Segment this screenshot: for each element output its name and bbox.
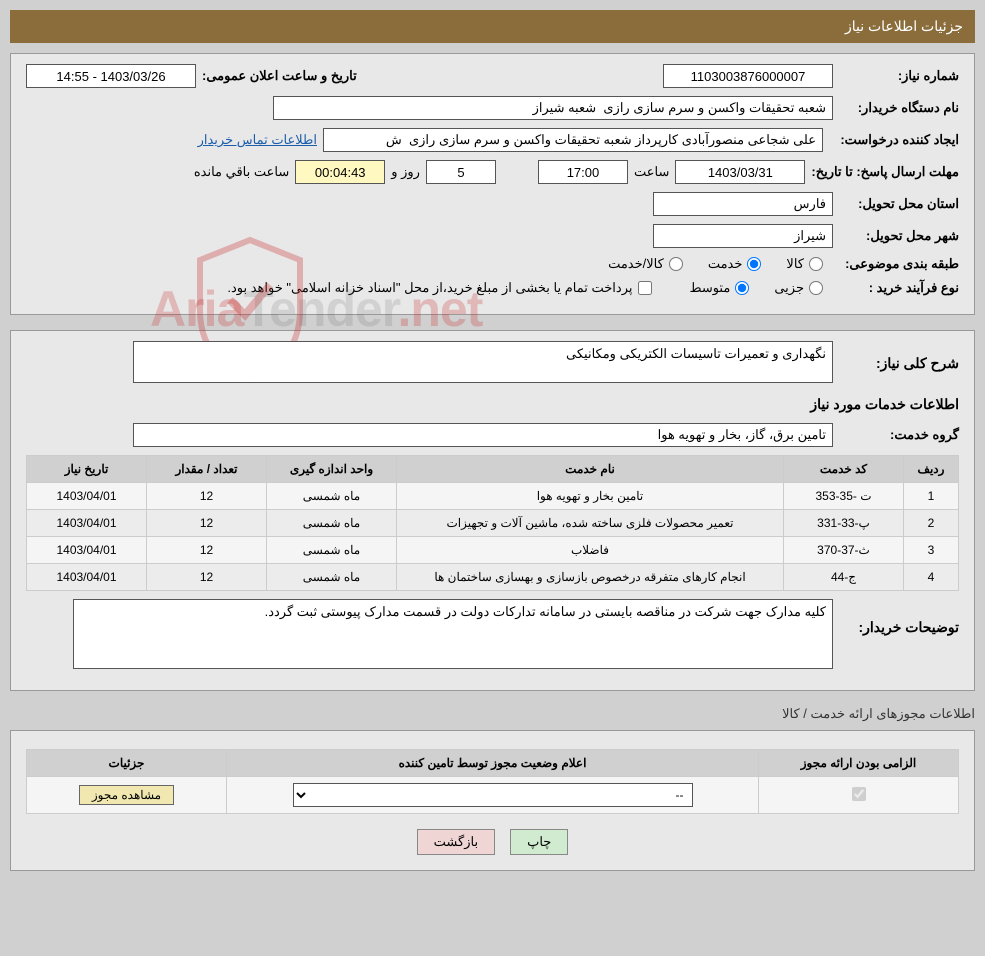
- table-row: 1ت -35-353تامین بخار و تهویه هواماه شمسی…: [27, 483, 959, 510]
- buyer-org-field: [273, 96, 833, 120]
- license-row: -- مشاهده مجوز: [27, 777, 959, 814]
- process-radio-group: جزیی متوسط: [689, 280, 823, 296]
- table-row: 2پ-33-331تعمیر محصولات فلزی ساخته شده، م…: [27, 510, 959, 537]
- process-minor-option[interactable]: جزیی: [774, 280, 823, 296]
- deadline-time-field: [538, 160, 628, 184]
- process-minor-radio[interactable]: [809, 281, 823, 295]
- hour-label: ساعت: [634, 164, 669, 180]
- services-panel: شرح کلی نیاز: نگهداری و تعمیرات تاسیسات …: [10, 330, 975, 691]
- deadline-date-field: [675, 160, 805, 184]
- lic-col-mandatory: الزامی بودن ارائه مجوز: [759, 750, 959, 777]
- hours-remaining-label: ساعت باقي مانده: [194, 164, 289, 180]
- col-qty: تعداد / مقدار: [147, 456, 267, 483]
- page-title: جزئیات اطلاعات نیاز: [845, 18, 963, 34]
- remaining-time-field: [295, 160, 385, 184]
- col-code: کد خدمت: [784, 456, 904, 483]
- service-group-field: [133, 423, 833, 447]
- need-number-field: [663, 64, 833, 88]
- announce-datetime-label: تاریخ و ساعت اعلان عمومی:: [202, 68, 357, 84]
- services-info-title: اطلاعات خدمات مورد نیاز: [26, 396, 959, 413]
- print-button[interactable]: چاپ: [510, 829, 568, 855]
- purchase-process-label: نوع فرآیند خرید :: [829, 280, 959, 296]
- category-service-option[interactable]: خدمت: [708, 256, 762, 272]
- category-radio-group: کالا خدمت کالا/خدمت: [608, 256, 823, 272]
- subject-category-label: طبقه بندی موضوعی:: [829, 256, 959, 272]
- license-mandatory-checkbox: [852, 787, 866, 801]
- licenses-table: الزامی بودن ارائه مجوز اعلام وضعیت مجوز …: [26, 749, 959, 814]
- buyer-contact-link[interactable]: اطلاعات تماس خریدار: [198, 132, 317, 148]
- back-button[interactable]: بازگشت: [417, 829, 495, 855]
- request-creator-field: [323, 128, 823, 152]
- buyer-org-label: نام دستگاه خریدار:: [839, 100, 959, 116]
- city-label: شهر محل تحویل:: [839, 228, 959, 244]
- city-field: [653, 224, 833, 248]
- page-header: جزئیات اطلاعات نیاز: [10, 10, 975, 43]
- category-goods-radio[interactable]: [809, 257, 823, 271]
- service-group-label: گروه خدمت:: [839, 427, 959, 443]
- category-service-radio[interactable]: [747, 257, 761, 271]
- province-field: [653, 192, 833, 216]
- table-row: 4ج-44انجام کارهای متفرقه درخصوص بازسازی …: [27, 564, 959, 591]
- process-medium-radio[interactable]: [735, 281, 749, 295]
- announce-datetime-field: [26, 64, 196, 88]
- days-and-label: روز و: [391, 164, 420, 180]
- col-name: نام خدمت: [397, 456, 784, 483]
- buyer-notes-textarea[interactable]: کلیه مدارک جهت شرکت در مناقصه بایستی در …: [73, 599, 833, 669]
- licenses-panel: الزامی بودن ارائه مجوز اعلام وضعیت مجوز …: [10, 730, 975, 871]
- need-number-label: شماره نیاز:: [839, 68, 959, 84]
- overall-desc-textarea[interactable]: نگهداری و تعمیرات تاسیسات الکتریکی ومکان…: [133, 341, 833, 383]
- category-goods-service-radio[interactable]: [669, 257, 683, 271]
- need-details-panel: شماره نیاز: تاریخ و ساعت اعلان عمومی: نا…: [10, 53, 975, 315]
- overall-desc-label: شرح کلی نیاز:: [839, 355, 959, 372]
- lic-col-details: جزئیات: [27, 750, 227, 777]
- view-license-button[interactable]: مشاهده مجوز: [79, 785, 174, 805]
- process-medium-option[interactable]: متوسط: [689, 280, 749, 296]
- treasury-payment-checkbox[interactable]: [638, 281, 652, 295]
- licenses-title: اطلاعات مجوزهای ارائه خدمت / کالا: [10, 706, 975, 722]
- remaining-days-field: [426, 160, 496, 184]
- deadline-label: مهلت ارسال پاسخ: تا تاریخ:: [811, 164, 959, 180]
- payment-note-text: پرداخت تمام یا بخشی از مبلغ خرید،از محل …: [227, 280, 632, 296]
- request-creator-label: ایجاد کننده درخواست:: [829, 132, 959, 148]
- license-status-select[interactable]: --: [293, 783, 693, 807]
- table-row: 3ث-37-370فاضلابماه شمسی121403/04/01: [27, 537, 959, 564]
- services-table: ردیف کد خدمت نام خدمت واحد اندازه گیری ت…: [26, 455, 959, 591]
- col-date: تاریخ نیاز: [27, 456, 147, 483]
- col-row: ردیف: [904, 456, 959, 483]
- buyer-notes-label: توضیحات خریدار:: [839, 599, 959, 636]
- col-unit: واحد اندازه گیری: [267, 456, 397, 483]
- category-goods-service-option[interactable]: کالا/خدمت: [608, 256, 683, 272]
- category-goods-option[interactable]: کالا: [786, 256, 823, 272]
- lic-col-status: اعلام وضعیت مجوز توسط تامین کننده: [227, 750, 759, 777]
- province-label: استان محل تحویل:: [839, 196, 959, 212]
